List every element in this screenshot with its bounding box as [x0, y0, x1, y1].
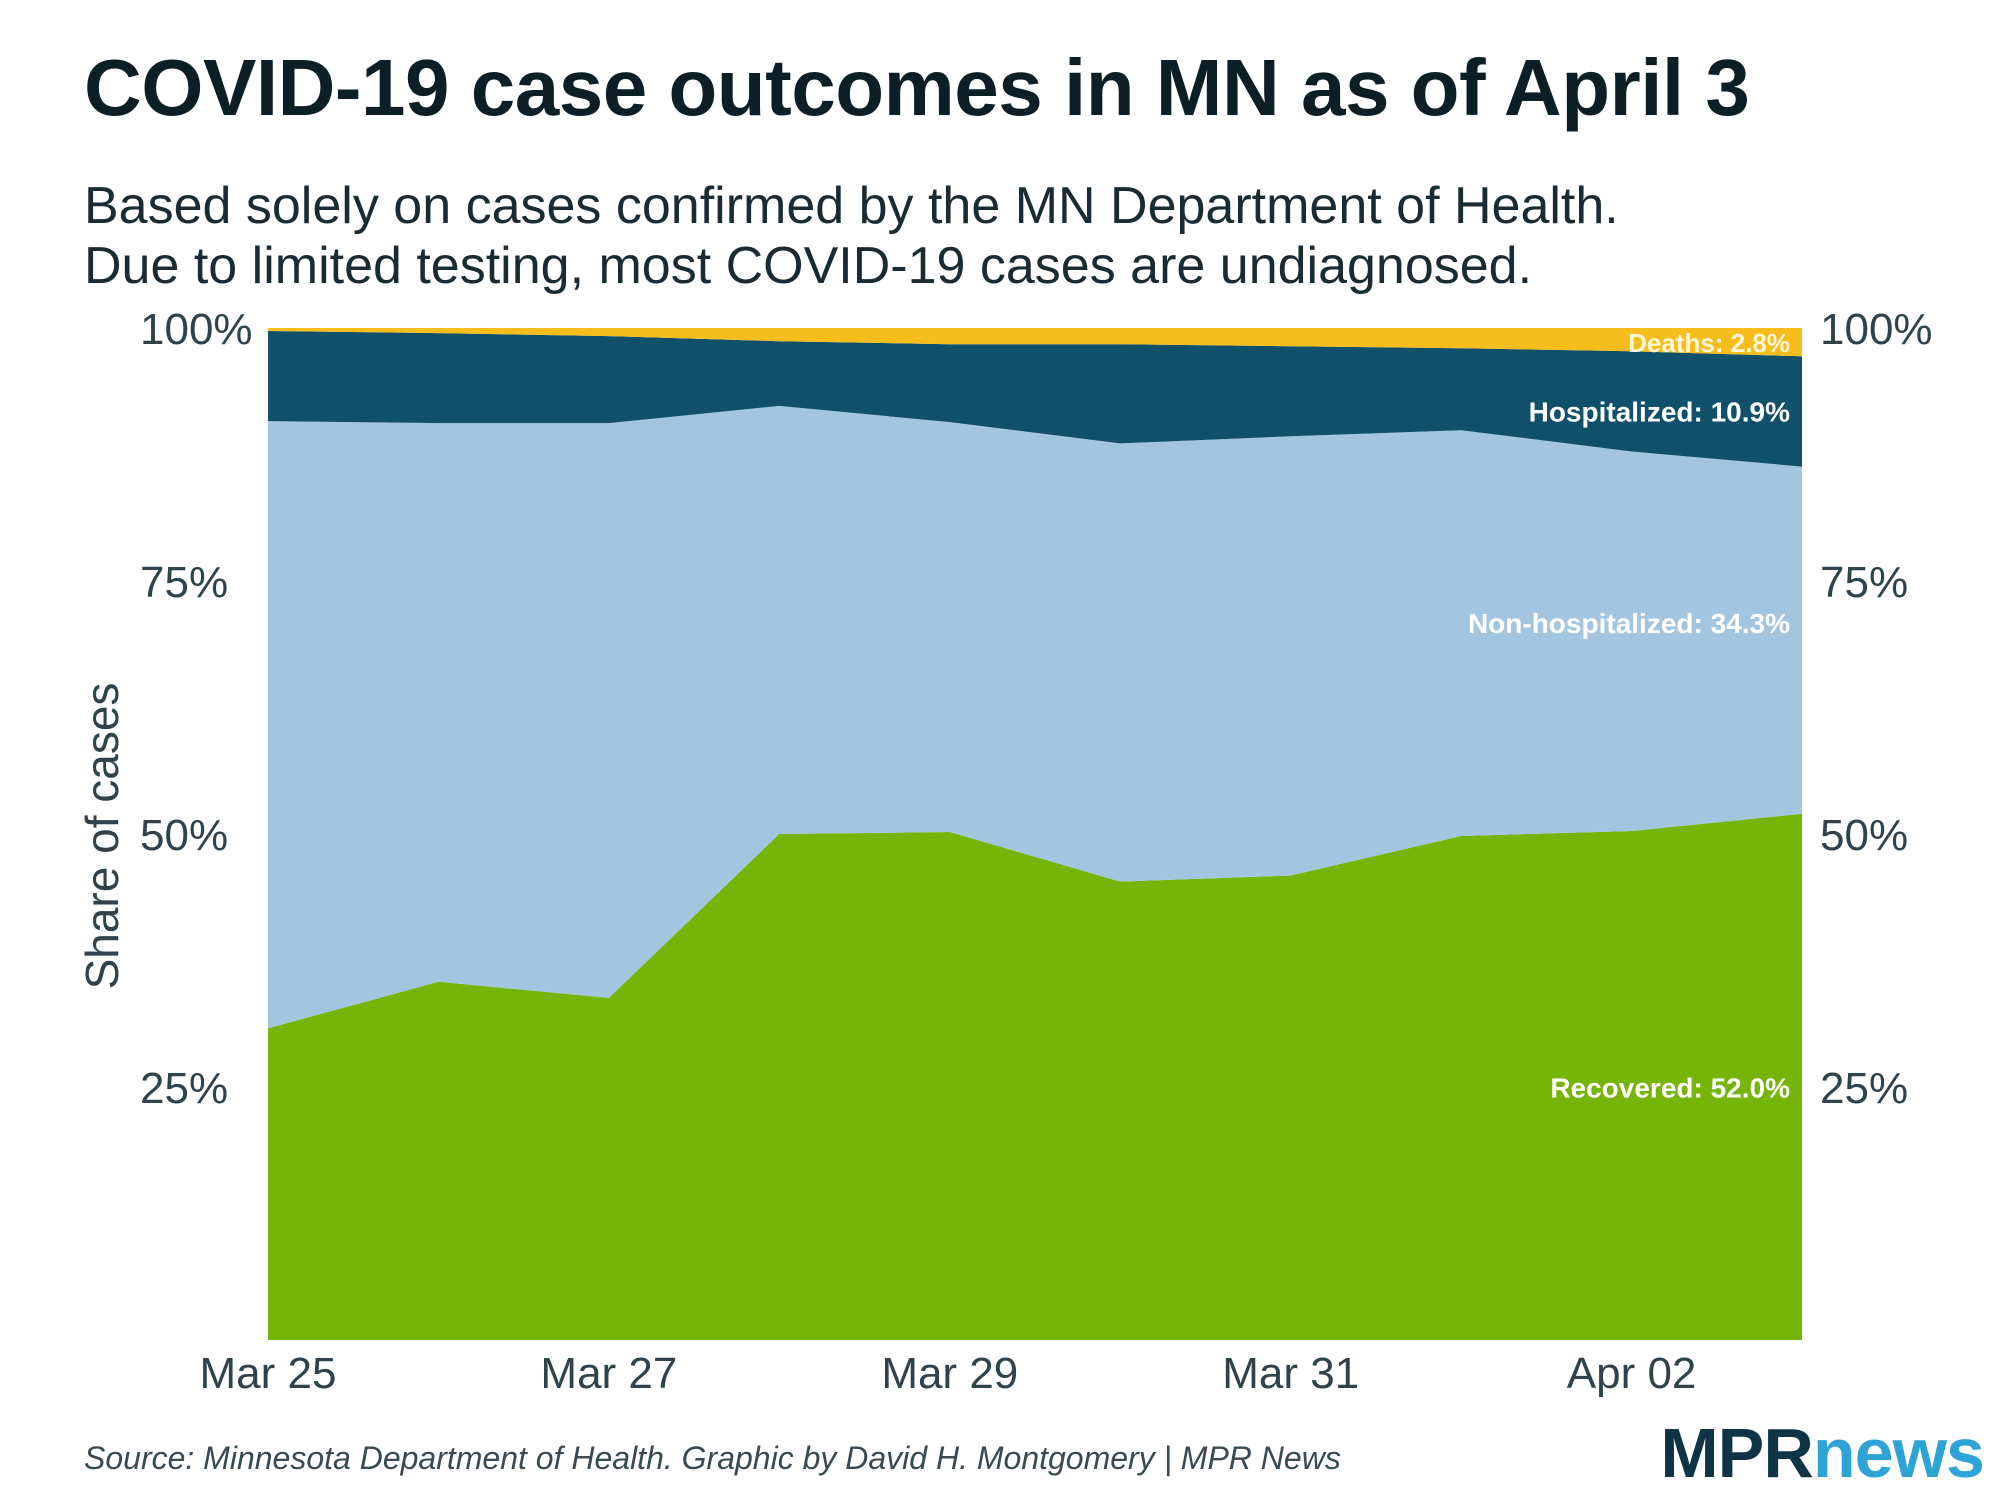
area-hospitalized: [268, 331, 1802, 467]
y-tick-label-right: 100%: [1820, 305, 1933, 354]
chart-subtitle: Based solely on cases confirmed by the M…: [84, 176, 1619, 296]
area-recovered: [268, 813, 1802, 1340]
y-tick-label-left: 100%: [140, 305, 253, 354]
x-axis-ticks: Mar 25 Mar 27 Mar 29 Mar 31 Apr 02: [200, 1349, 1697, 1398]
mpr-news-logo: MPRnews: [1660, 1418, 1985, 1488]
series-labels: Recovered: 52.0% Non-hospitalized: 34.3% H…: [1468, 328, 1790, 1103]
y-tick-label-right: 75%: [1820, 558, 1908, 607]
chart-title: COVID-19 case outcomes in MN as of April…: [84, 43, 1750, 132]
area-non-hospitalized: [268, 405, 1802, 1029]
series-label-deaths: Deaths: 2.8%: [1628, 328, 1790, 358]
subtitle-line-1: Based solely on cases confirmed by the M…: [84, 177, 1619, 235]
y-axis-ticks: 25% 25% 50% 50% 75% 75% 100% 100%: [140, 305, 1933, 1113]
y-tick-label-left: 25%: [140, 1064, 228, 1113]
source-note: Source: Minnesota Department of Health. …: [84, 1440, 1341, 1476]
y-tick-label-right: 25%: [1820, 1064, 1908, 1113]
series-label-hospitalized: Hospitalized: 10.9%: [1529, 397, 1791, 428]
y-axis-label: Share of cases: [76, 683, 128, 990]
series-label-recovered: Recovered: 52.0%: [1550, 1072, 1790, 1103]
area-deaths: [268, 328, 1802, 357]
y-tick-label-left: 75%: [140, 558, 228, 607]
subtitle-line-2: Due to limited testing, most COVID-19 ca…: [84, 237, 1533, 295]
x-tick-label: Mar 31: [1222, 1349, 1359, 1398]
x-tick-label: Mar 25: [200, 1349, 337, 1398]
series-label-non-hospitalized: Non-hospitalized: 34.3%: [1468, 608, 1790, 639]
area-layers: [268, 328, 1802, 1340]
y-tick-label-left: 50%: [140, 811, 228, 860]
x-tick-label: Mar 29: [881, 1349, 1018, 1398]
logo-news: news: [1812, 1414, 1985, 1492]
x-tick-label: Mar 27: [540, 1349, 677, 1398]
y-tick-label-right: 50%: [1820, 811, 1908, 860]
logo-mpr: MPR: [1660, 1414, 1814, 1492]
x-tick-label: Apr 02: [1567, 1349, 1697, 1398]
